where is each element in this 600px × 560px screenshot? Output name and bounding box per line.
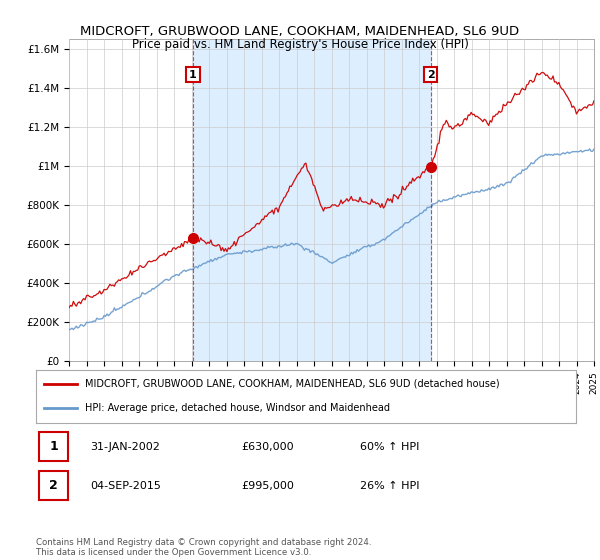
Text: 2: 2 <box>427 69 434 80</box>
Text: 1: 1 <box>49 440 58 453</box>
FancyBboxPatch shape <box>39 432 68 461</box>
Text: 60% ↑ HPI: 60% ↑ HPI <box>360 442 419 451</box>
Text: HPI: Average price, detached house, Windsor and Maidenhead: HPI: Average price, detached house, Wind… <box>85 403 389 413</box>
Text: Contains HM Land Registry data © Crown copyright and database right 2024.
This d: Contains HM Land Registry data © Crown c… <box>36 538 371 557</box>
Text: MIDCROFT, GRUBWOOD LANE, COOKHAM, MAIDENHEAD, SL6 9UD: MIDCROFT, GRUBWOOD LANE, COOKHAM, MAIDEN… <box>80 25 520 38</box>
Text: 1: 1 <box>189 69 197 80</box>
Text: 26% ↑ HPI: 26% ↑ HPI <box>360 481 419 491</box>
Text: £995,000: £995,000 <box>241 481 294 491</box>
Text: 04-SEP-2015: 04-SEP-2015 <box>90 481 161 491</box>
Text: £630,000: £630,000 <box>241 442 294 451</box>
Text: 31-JAN-2002: 31-JAN-2002 <box>90 442 160 451</box>
Text: 2: 2 <box>49 479 58 492</box>
FancyBboxPatch shape <box>39 472 68 501</box>
Bar <box>193 39 431 361</box>
Text: MIDCROFT, GRUBWOOD LANE, COOKHAM, MAIDENHEAD, SL6 9UD (detached house): MIDCROFT, GRUBWOOD LANE, COOKHAM, MAIDEN… <box>85 379 499 389</box>
Text: Price paid vs. HM Land Registry's House Price Index (HPI): Price paid vs. HM Land Registry's House … <box>131 38 469 50</box>
